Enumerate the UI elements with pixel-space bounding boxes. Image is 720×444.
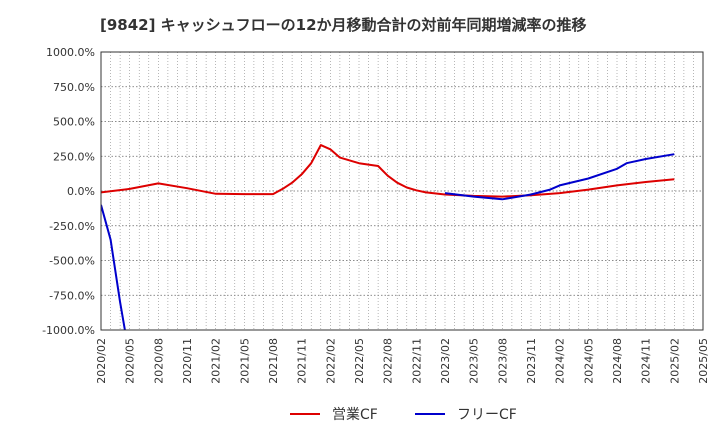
x-tick-label: 2022/05 — [353, 338, 366, 384]
x-tick-label: 2023/05 — [468, 338, 481, 384]
x-tick-label: 2022/11 — [410, 338, 423, 384]
series-line-operating-cf — [101, 144, 675, 198]
x-tick-label: 2021/05 — [238, 338, 251, 384]
y-tick-label: 500.0% — [53, 116, 95, 129]
plot-frame — [100, 51, 704, 331]
x-tick-label: 2025/02 — [668, 338, 681, 384]
x-tick-label: 2020/05 — [124, 338, 137, 384]
series-layer — [101, 144, 675, 330]
y-tick-label: 1000.0% — [46, 46, 95, 59]
y-axis-ticks: 1000.0% 750.0% 500.0% 250.0% 0.0% -250.0% -500… — [42, 46, 95, 337]
x-tick-label: 2024/11 — [640, 338, 653, 384]
x-tick-label: 2024/05 — [582, 338, 595, 384]
x-tick-label: 2020/11 — [181, 338, 194, 384]
x-tick-label: 2023/11 — [525, 338, 538, 384]
x-tick-label: 2023/08 — [496, 338, 509, 384]
y-tick-label: 250.0% — [53, 150, 95, 163]
x-tick-label: 2022/08 — [382, 338, 395, 384]
series-line-free-cf — [101, 204, 126, 330]
y-tick-label: -750.0% — [49, 289, 95, 302]
x-tick-label: 2021/08 — [267, 338, 280, 384]
x-tick-label: 2025/05 — [697, 338, 710, 384]
y-tick-label: 0.0% — [67, 185, 95, 198]
y-tick-label: -500.0% — [49, 255, 95, 268]
x-tick-label: 2024/08 — [611, 338, 624, 384]
x-axis-ticks: 2020/02 2020/05 2020/08 2020/11 2021/02 2021/… — [95, 338, 710, 384]
y-tick-label: -1000.0% — [42, 324, 95, 337]
x-tick-label: 2020/02 — [95, 338, 108, 384]
legend-item-free-cf-label: フリーCF — [457, 407, 517, 423]
x-tick-label: 2024/02 — [554, 338, 567, 384]
y-tick-label: 750.0% — [53, 81, 95, 94]
chart-title: [9842] キャッシュフローの12か月移動合計の対前年同期増減率の推移 — [100, 16, 587, 34]
y-tick-label: -250.0% — [49, 220, 95, 233]
x-tick-label: 2022/02 — [324, 338, 337, 384]
x-tick-label: 2020/08 — [152, 338, 165, 384]
x-tick-label: 2021/02 — [210, 338, 223, 384]
x-tick-label: 2021/11 — [296, 338, 309, 384]
series-line-free-cf — [444, 153, 675, 201]
legend: 営業CF フリーCF — [290, 407, 517, 423]
x-tick-label: 2023/02 — [439, 338, 452, 384]
legend-item-operating-cf-label: 営業CF — [332, 407, 378, 423]
grid-layer — [100, 51, 704, 331]
